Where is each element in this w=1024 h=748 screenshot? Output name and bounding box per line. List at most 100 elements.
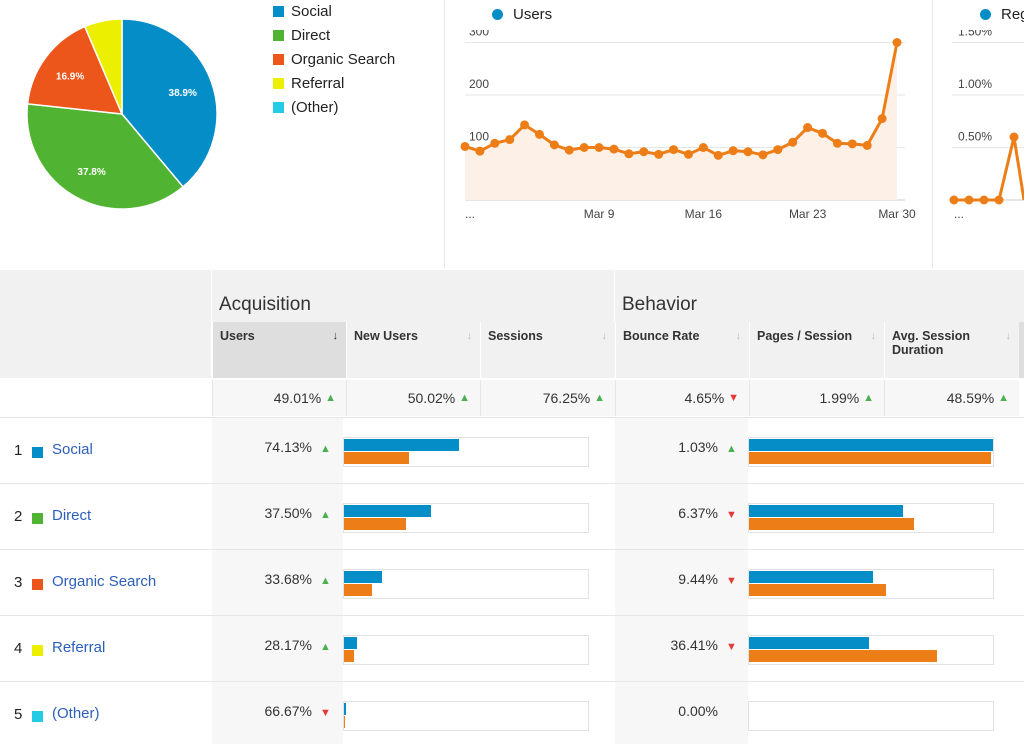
acq-bar-current	[344, 571, 382, 583]
total-users: 49.01% ▲	[212, 380, 346, 416]
legend-swatch-icon	[273, 6, 284, 17]
data-point[interactable]	[728, 146, 738, 156]
col-sessions[interactable]: Sessions ↓	[480, 322, 615, 378]
behavior-bar-box	[748, 437, 994, 467]
pie-slice[interactable]	[83, 18, 123, 115]
row-channel-link[interactable]: (Other)	[52, 705, 100, 722]
beh-bar-previous	[749, 584, 886, 596]
row-channel-link[interactable]: Direct	[52, 507, 92, 524]
col-bounce-label: Bounce Rate	[623, 329, 700, 343]
x-tick-label: Mar 9	[584, 207, 615, 221]
behavior-group-header: Behavior	[615, 270, 1024, 322]
data-point[interactable]	[549, 140, 559, 150]
pie-legend-item[interactable]: Direct	[273, 27, 330, 44]
table-row[interactable]: 1 Social 74.13% ▲ 1.03% ▲	[0, 417, 1024, 484]
data-point[interactable]	[964, 195, 974, 205]
beh-bar-previous	[749, 452, 991, 464]
acq-bar-previous	[344, 650, 354, 662]
table-row[interactable]: 5 (Other) 66.67% ▼ 0.00%	[0, 681, 1024, 748]
data-point[interactable]	[862, 140, 872, 150]
acq-bar-current	[344, 703, 346, 715]
data-point[interactable]	[609, 144, 619, 154]
behavior-bar-box	[748, 635, 994, 665]
sort-arrow-icon: ↓	[870, 330, 877, 342]
data-point[interactable]	[669, 145, 679, 155]
data-point[interactable]	[979, 195, 989, 205]
data-point[interactable]	[490, 138, 500, 148]
col-avg-duration[interactable]: Avg. Session Duration ↓	[884, 322, 1019, 378]
row-channel-link[interactable]: Social	[52, 441, 93, 458]
reg-legend: Reg	[980, 6, 1024, 23]
sort-arrow-icon: ↓	[1005, 330, 1012, 342]
col-new-users[interactable]: New Users ↓	[346, 322, 480, 378]
y-tick-label: 1.50%	[958, 30, 992, 39]
data-point[interactable]	[877, 114, 887, 124]
pie-legend-item[interactable]: Social	[273, 3, 332, 20]
y-tick-label: 1.00%	[958, 77, 992, 91]
pie-slice[interactable]	[26, 103, 185, 210]
row-channel-link[interactable]: Referral	[52, 639, 106, 656]
row-users-value: 66.67%	[264, 703, 312, 719]
acq-bar-previous	[344, 452, 409, 464]
up-arrow-icon: ▲	[863, 392, 874, 404]
data-point[interactable]	[475, 146, 485, 156]
total-bounce: 4.65% ▼	[615, 380, 749, 416]
data-point[interactable]	[743, 147, 753, 157]
col-pages-session[interactable]: Pages / Session ↓	[749, 322, 884, 378]
table-row[interactable]: 3 Organic Search 33.68% ▲ 9.44% ▼	[0, 549, 1024, 616]
data-point[interactable]	[949, 195, 959, 205]
header-edge	[1019, 322, 1024, 378]
data-point[interactable]	[683, 149, 693, 159]
data-point[interactable]	[994, 195, 1004, 205]
down-arrow-icon: ▼	[728, 392, 739, 404]
data-point[interactable]	[698, 143, 708, 152]
up-arrow-icon: ▲	[726, 443, 737, 455]
data-point[interactable]	[1009, 132, 1019, 142]
data-point[interactable]	[564, 145, 574, 155]
table-row[interactable]: 2 Direct 37.50% ▲ 6.37% ▼	[0, 483, 1024, 550]
data-point[interactable]	[654, 149, 664, 159]
data-point[interactable]	[847, 139, 857, 149]
pie-legend-label: (Other)	[291, 99, 339, 116]
data-point[interactable]	[788, 137, 798, 147]
total-new-users-value: 50.02%	[407, 390, 456, 406]
data-point[interactable]	[803, 123, 813, 133]
row-bounce-value: 0.00%	[678, 703, 718, 719]
pie-legend-item[interactable]: Referral	[273, 75, 344, 92]
data-point[interactable]	[534, 129, 544, 139]
sort-arrow-icon: ↓	[466, 330, 473, 342]
data-point[interactable]	[892, 38, 902, 47]
table-row[interactable]: 4 Referral 28.17% ▲ 36.41% ▼	[0, 615, 1024, 682]
total-pages-value: 1.99%	[819, 390, 860, 406]
pie-slice[interactable]	[121, 18, 218, 188]
pie-slice[interactable]	[26, 25, 124, 115]
acq-bar-previous	[344, 518, 407, 530]
data-point[interactable]	[758, 150, 768, 160]
acq-bar-current	[344, 505, 431, 517]
data-point[interactable]	[505, 135, 515, 145]
legend-dot-icon	[492, 9, 503, 20]
legend-dot-icon	[980, 9, 991, 20]
row-channel-link[interactable]: Organic Search	[52, 573, 157, 590]
row-swatch-icon	[32, 513, 43, 524]
data-point[interactable]	[594, 143, 604, 152]
pie-legend-item[interactable]: (Other)	[273, 99, 339, 116]
data-point[interactable]	[579, 143, 589, 152]
data-point[interactable]	[818, 128, 828, 138]
legend-swatch-icon	[273, 54, 284, 65]
data-point[interactable]	[520, 120, 530, 130]
data-point[interactable]	[460, 141, 470, 151]
y-tick-label: 200	[469, 77, 489, 91]
data-point[interactable]	[639, 147, 649, 157]
total-sessions-value: 76.25%	[542, 390, 591, 406]
col-bounce-rate[interactable]: Bounce Rate ↓	[615, 322, 749, 378]
data-point[interactable]	[773, 145, 783, 155]
behavior-label: Behavior	[622, 294, 697, 315]
bounce-column-bg	[615, 417, 748, 744]
col-users[interactable]: Users ↓	[212, 322, 346, 378]
data-point[interactable]	[624, 149, 634, 159]
data-point[interactable]	[713, 150, 723, 160]
x-tick-label: Mar 16	[685, 207, 723, 221]
pie-legend-item[interactable]: Organic Search	[273, 51, 395, 68]
data-point[interactable]	[832, 138, 842, 148]
